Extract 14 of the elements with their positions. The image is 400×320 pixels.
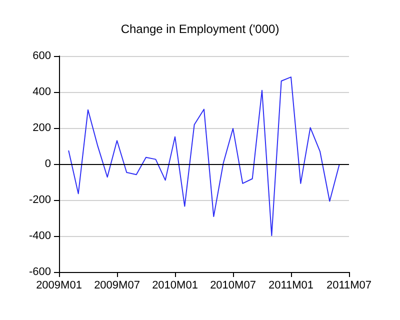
x-tick-label: 2011M07 [326, 280, 372, 292]
y-tick-label: 600 [32, 50, 51, 62]
y-tick-label: 400 [32, 86, 51, 98]
chart-title: Change in Employment ('000) [120, 22, 280, 36]
x-tick-label: 2010M01 [152, 280, 198, 292]
x-tick-label: 2010M07 [210, 280, 256, 292]
y-tick-label: 200 [32, 122, 51, 134]
x-tick-label: 2009M07 [94, 280, 140, 292]
y-tick-label: -400 [28, 230, 51, 242]
y-tick-label: -600 [28, 266, 51, 278]
x-tick-label: 2011M01 [268, 280, 314, 292]
y-tick-label: 0 [44, 158, 51, 170]
x-tick-label: 2009M01 [36, 280, 82, 292]
y-tick-label: -200 [28, 194, 51, 206]
